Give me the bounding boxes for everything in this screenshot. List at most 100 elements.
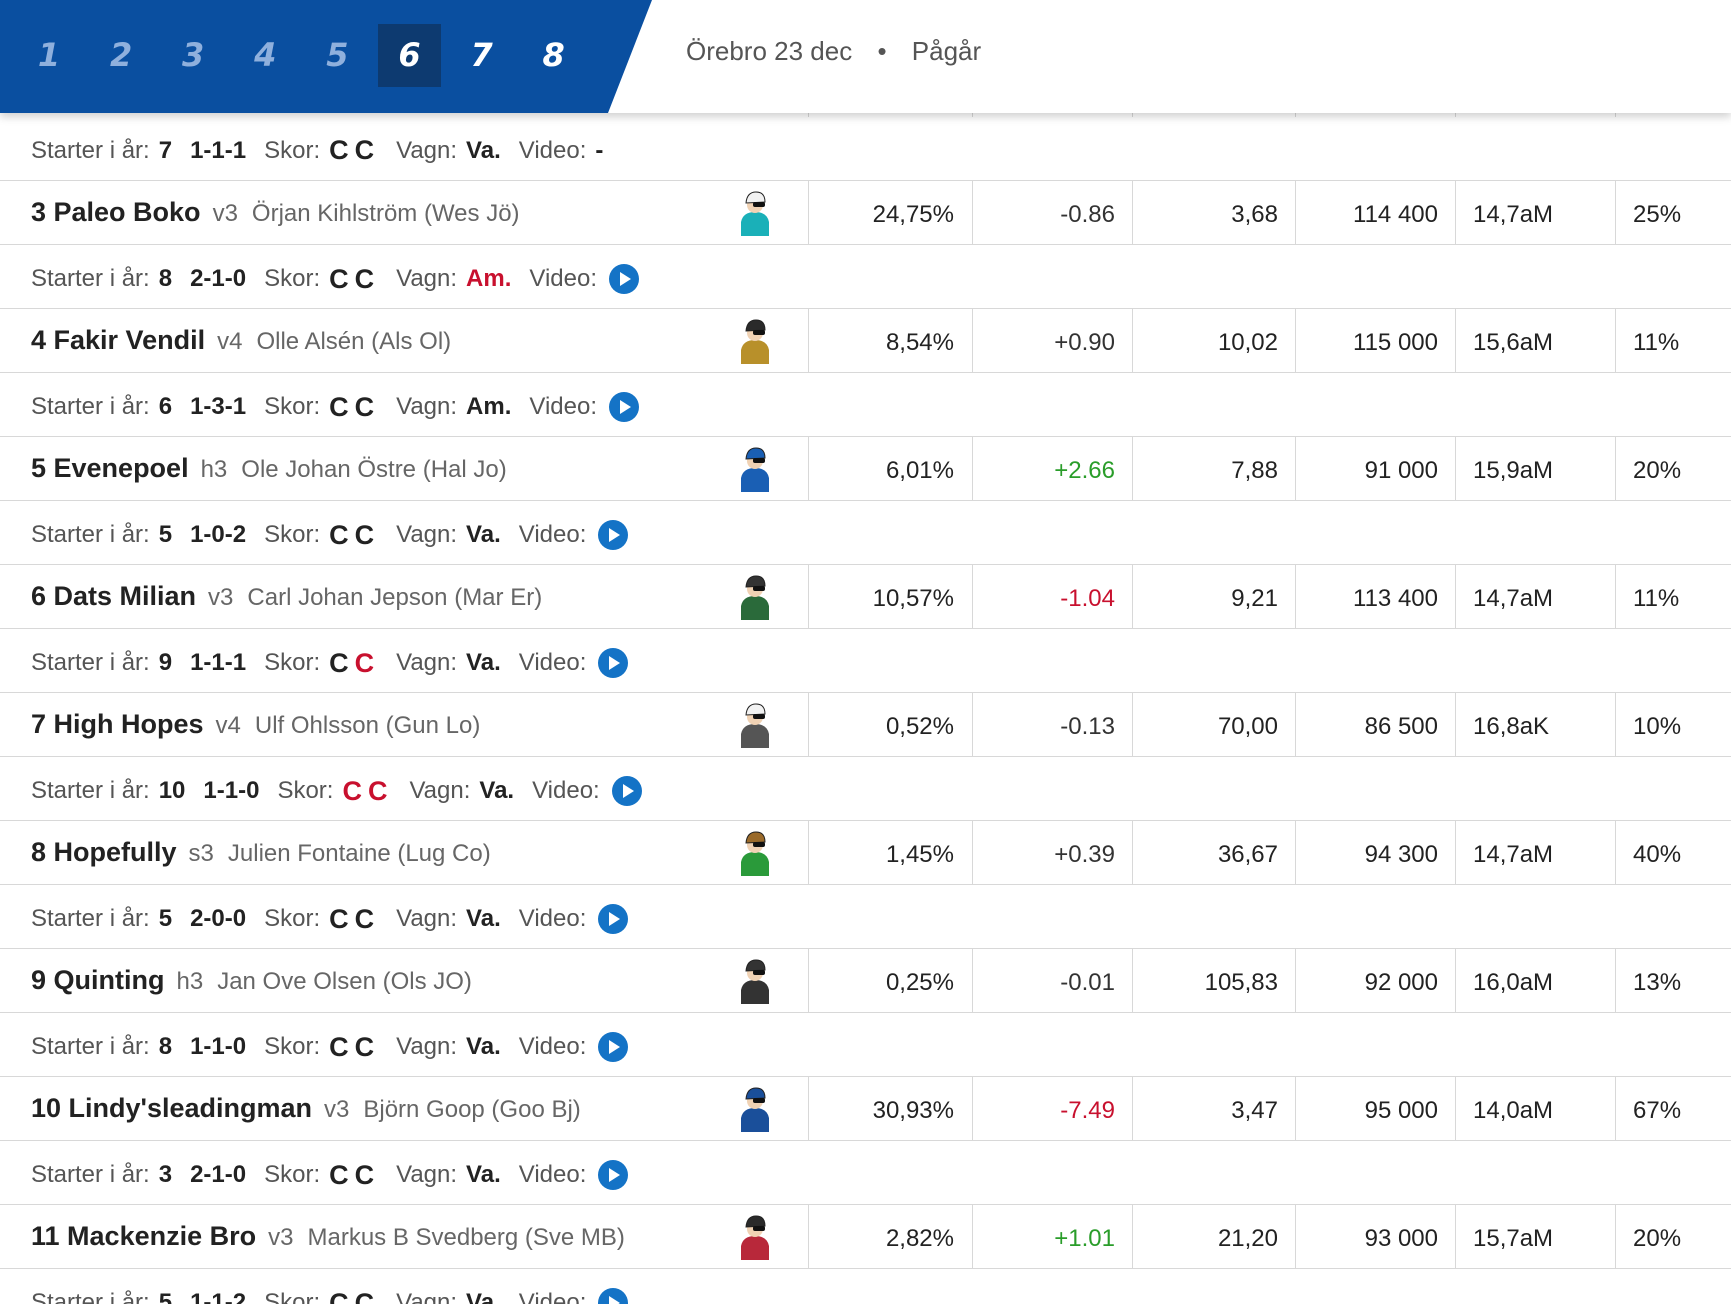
race-tab[interactable]: 5 — [326, 36, 349, 74]
info-row: Starter i år: 3 2-1-0 Skor: C C Vagn: Va. Video: — [0, 1141, 1731, 1205]
table-cell — [1295, 693, 1455, 756]
label: Vagn: — [396, 136, 458, 164]
label: Video: — [518, 1161, 587, 1188]
driver: Julien Fontaine (Lug Co) — [227, 840, 491, 867]
race-tab-bar — [0, 0, 652, 113]
silk-goggles — [753, 330, 765, 335]
horse-age: v4 — [215, 712, 241, 739]
label: Starter i år: — [31, 521, 150, 548]
silk-goggles — [753, 202, 765, 207]
percent-change: -0.86 — [1060, 201, 1115, 228]
table-cell — [972, 821, 1132, 884]
shoe: C — [354, 263, 375, 294]
race-tab[interactable]: 2 — [109, 36, 133, 74]
horse-age: v4 — [217, 328, 243, 355]
play-icon — [620, 400, 632, 414]
video-button[interactable] — [608, 391, 640, 423]
bet-percent: 0,25% — [885, 969, 954, 996]
horse-name: 6 Dats Milian — [31, 581, 197, 611]
label: Skor: — [277, 777, 334, 804]
earnings: 115 000 — [1353, 329, 1438, 356]
info-row: Starter i år: 5 1-1-2 Skor: C C Vagn: Va. Video: — [0, 1269, 1731, 1304]
percent-change: +2.66 — [1054, 457, 1115, 484]
earnings: 113 400 — [1353, 585, 1438, 612]
cart: Va. — [466, 1033, 501, 1060]
shoe: C — [354, 135, 375, 165]
horse-name: 3 Paleo Boko — [31, 197, 201, 227]
odds: 36,67 — [1217, 841, 1278, 868]
odds: 70,00 — [1217, 713, 1278, 740]
label: Starter i år: — [31, 1161, 150, 1188]
video-button[interactable] — [597, 647, 629, 679]
silk — [741, 703, 769, 748]
horse-row: 10 Lindy'sleadingman v3 Björn Goop (Goo Bj… — [0, 1077, 1731, 1141]
table-cell — [1615, 309, 1731, 372]
video-button[interactable] — [597, 1159, 629, 1191]
video-button[interactable] — [597, 1287, 629, 1304]
race-tab[interactable]: 8 — [542, 36, 565, 74]
cart: Va. — [466, 1289, 501, 1304]
video: - — [595, 136, 604, 164]
video-button[interactable] — [597, 519, 629, 551]
horse-name: 5 Evenepoel — [31, 453, 189, 483]
info-row: Starter i år: 6 1-3-1 Skor: C C Vagn: Am. Video: — [0, 373, 1731, 437]
play-icon — [609, 656, 621, 670]
starts: 9 — [158, 649, 173, 676]
table-cell — [1455, 309, 1615, 372]
odds: 10,02 — [1217, 329, 1278, 356]
video-button[interactable] — [597, 903, 629, 935]
label: Skor: — [264, 1033, 321, 1060]
shoe: C — [329, 1287, 349, 1304]
tab-bar-background — [0, 0, 652, 113]
info-line: Starter i år: 6 1-3-1 Skor: C C Vagn: Am. Video: — [31, 391, 640, 423]
bet-percent: 0,52% — [885, 713, 954, 740]
shoe: C — [329, 391, 349, 422]
race-info: Örebro 23 dec • Pågår — [686, 36, 999, 67]
record-time: 16,0aM — [1473, 969, 1554, 996]
info-line: Starter i år: 3 2-1-0 Skor: C C Vagn: Va. Video: — [31, 1159, 629, 1191]
shoe: C — [354, 1031, 375, 1062]
record: 1-1-1 — [190, 649, 247, 676]
table-cell — [972, 949, 1132, 1012]
race-tab[interactable]: 1 — [37, 36, 61, 74]
bet-percent: 24,75% — [872, 201, 954, 228]
earnings: 93 000 — [1364, 1225, 1438, 1252]
bet-percent: 1,45% — [885, 841, 954, 868]
horse-age: h3 — [176, 968, 204, 995]
table-cell — [1615, 1205, 1731, 1268]
horse-name: 7 High Hopes — [31, 709, 204, 739]
label: Vagn: — [396, 1161, 458, 1188]
label: Vagn: — [396, 905, 458, 932]
race-tab[interactable]: 7 — [470, 36, 493, 74]
table-cell — [808, 693, 972, 756]
race-tab[interactable]: 6 — [378, 24, 441, 87]
silk — [741, 831, 769, 876]
video-button[interactable] — [597, 1031, 629, 1063]
silk-helmet — [745, 447, 766, 460]
table-cell — [972, 309, 1132, 372]
race-tab[interactable]: 4 — [254, 36, 277, 74]
table-cell — [972, 181, 1132, 244]
label: Video: — [518, 1033, 587, 1060]
info-row: Starter i år: 5 2-0-0 Skor: C C Vagn: Va. Video: — [0, 885, 1731, 949]
table-cell — [1132, 949, 1295, 1012]
table-cell — [1455, 1205, 1615, 1268]
percent-change: +0.39 — [1054, 841, 1115, 868]
race-tab[interactable]: 3 — [182, 36, 205, 74]
horse-name: 10 Lindy'sleadingman — [31, 1093, 312, 1123]
label: Skor: — [264, 265, 321, 292]
video-button[interactable] — [611, 775, 643, 807]
table-cell — [808, 1077, 972, 1140]
percent-change: +0.90 — [1054, 329, 1115, 356]
play-icon — [622, 784, 634, 798]
table-cell — [1295, 1205, 1455, 1268]
table-cell — [1455, 437, 1615, 500]
percent-change: -0.01 — [1060, 969, 1115, 996]
video-button[interactable] — [608, 263, 640, 295]
table-cell — [1615, 693, 1731, 756]
label: Video: — [518, 905, 587, 932]
label: Video: — [518, 649, 587, 676]
silk-goggles — [753, 714, 765, 719]
starts: 8 — [158, 1033, 173, 1060]
